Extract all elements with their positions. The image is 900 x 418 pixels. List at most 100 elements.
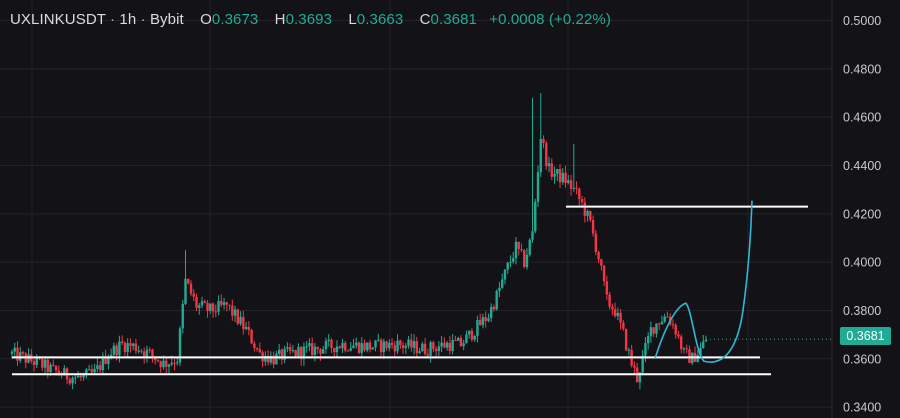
exchange-label: Bybit — [149, 11, 184, 28]
candle-body — [159, 361, 162, 368]
candle-body — [82, 374, 85, 378]
candle-body — [401, 345, 405, 348]
low-key: L — [348, 11, 357, 28]
candle-body — [591, 219, 595, 234]
candle-body — [528, 239, 531, 255]
candle-body — [43, 359, 47, 368]
candle-body — [49, 364, 52, 372]
candle-body — [605, 281, 609, 295]
candle-body — [412, 341, 416, 348]
candle-body — [531, 231, 534, 240]
candle-body — [173, 362, 176, 364]
candle-body — [583, 202, 587, 216]
candle-body — [13, 347, 16, 352]
candle-body — [368, 342, 372, 350]
candle-body — [96, 365, 99, 369]
candle-body — [594, 233, 598, 253]
drawing-annotations[interactable] — [12, 200, 832, 376]
candle-body — [349, 348, 352, 351]
candle-body — [239, 316, 242, 324]
candle-body — [264, 355, 267, 362]
candle-body — [410, 339, 413, 348]
candle-body — [622, 322, 625, 330]
candle-body — [390, 342, 394, 346]
candle-body — [434, 349, 438, 351]
candle-body — [393, 345, 397, 352]
candle-body — [344, 342, 347, 351]
candle-body — [429, 342, 432, 356]
candle-body — [443, 342, 446, 348]
candle-body — [98, 365, 102, 371]
candle-body — [184, 278, 187, 304]
candle-body — [206, 302, 209, 311]
close-value: 0.3681 — [430, 11, 477, 28]
candle-body — [534, 201, 537, 232]
candle-body — [550, 163, 553, 177]
candle-body — [404, 345, 408, 348]
candle-body — [503, 269, 507, 280]
candle-body — [195, 296, 198, 308]
candle-body — [663, 316, 666, 322]
candle-body — [682, 348, 686, 350]
candle-body — [35, 357, 38, 365]
candle-body — [613, 309, 617, 317]
candle-body — [187, 278, 190, 284]
candle-body — [333, 347, 336, 353]
candle-body — [638, 372, 642, 383]
candle-body — [283, 348, 286, 360]
candle-body — [561, 172, 564, 183]
candle-body — [608, 294, 611, 307]
candle-body — [704, 339, 708, 342]
interval-label[interactable]: 1h — [119, 11, 137, 28]
candle-body — [225, 302, 229, 305]
current-price-tag: 0.3681 — [840, 327, 891, 345]
price-axis[interactable]: 0.5000 0.4800 0.4600 0.4400 0.4200 0.4000 0.38… — [843, 14, 881, 415]
candle-body — [52, 364, 55, 366]
candle-body — [489, 306, 493, 319]
candle-body — [198, 305, 201, 308]
candle-body — [231, 305, 234, 316]
candle-body — [451, 339, 454, 352]
candle-body — [399, 340, 402, 346]
symbol-name[interactable]: UXLINKUSDT — [10, 11, 106, 28]
candle-body — [426, 354, 430, 356]
candle-body — [165, 360, 168, 367]
candle-body — [137, 350, 140, 352]
candle-body — [112, 345, 116, 355]
candle-body — [85, 369, 88, 375]
candle-body — [467, 330, 471, 335]
candle-body — [16, 347, 19, 361]
candle-body — [10, 351, 14, 354]
candle-body — [250, 329, 253, 344]
candle-body — [542, 138, 545, 144]
candle-body — [547, 163, 551, 167]
candle-body — [473, 336, 476, 340]
candle-body — [280, 349, 284, 360]
open-key: O — [200, 11, 212, 28]
candle-body — [492, 306, 496, 310]
change-value: +0.0008 (+0.22%) — [489, 11, 611, 28]
chart-grid — [0, 0, 832, 418]
candle-body — [567, 180, 570, 184]
candle-body — [388, 342, 391, 349]
candle-body — [120, 341, 124, 343]
candle-body — [214, 311, 217, 313]
candle-body — [407, 339, 410, 346]
legend-separator: · — [110, 11, 120, 28]
candle-body — [27, 354, 30, 363]
candle-body — [87, 369, 91, 371]
candle-body — [379, 339, 383, 353]
candle-body — [476, 320, 479, 337]
candle-body — [624, 329, 628, 351]
legend-separator: · — [140, 11, 150, 28]
price-tick-label: 0.3800 — [843, 304, 881, 318]
candle-body — [456, 337, 460, 341]
candle-body — [432, 342, 435, 350]
candle-body — [335, 346, 339, 353]
candle-body — [423, 343, 427, 355]
candle-body — [68, 379, 72, 384]
candle-body — [57, 370, 61, 375]
candlestick-series — [10, 93, 708, 390]
projected-cup[interactable] — [654, 200, 753, 363]
